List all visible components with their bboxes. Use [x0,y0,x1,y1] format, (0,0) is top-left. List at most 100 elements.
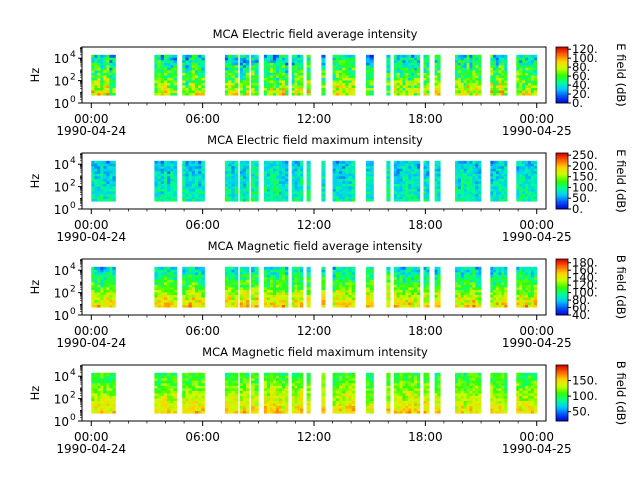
spectrogram-cell [501,290,504,293]
spectrogram-cell [352,282,356,285]
spectrogram-cell [246,277,249,280]
spectrogram-cell [464,173,467,176]
spectrogram-cell [366,171,370,174]
spectrogram-cell [496,60,499,63]
spectrogram-cell [91,385,94,388]
spectrogram-cell [437,302,440,305]
spectrogram-cell [336,78,340,81]
spectrogram-cell [292,295,295,298]
spectrogram-cell [339,55,343,58]
spectrogram-cell [228,176,232,179]
spectrogram-cell [426,55,429,58]
spectrogram-cell [467,300,470,303]
spectrogram-cell [516,282,519,285]
spectrogram-cell [534,186,537,189]
spectrogram-cell [255,297,259,300]
spectrogram-cell [437,57,440,60]
spectrogram-cell [455,72,458,75]
spectrogram-cell [493,80,496,83]
spectrogram-cell [154,390,158,393]
spectrogram-cell [264,93,267,96]
spectrogram-cell [103,65,106,68]
spectrogram-cell [386,67,390,70]
spectrogram-cell [400,65,403,68]
spectrogram-cell [192,166,196,169]
spectrogram-cell [97,93,100,96]
spectrogram-cell [458,194,461,197]
spectrogram-cell [493,284,496,287]
spectrogram-cell [339,90,343,93]
spectrogram-cell [339,65,343,68]
spectrogram-cell [339,191,343,194]
spectrogram-cell [182,287,186,290]
spectrogram-cell [402,65,405,68]
spectrogram-cell [402,80,405,83]
spectrogram-cell [531,171,534,174]
spectrogram-cell [467,178,470,181]
spectrogram-cell [435,277,438,280]
spectrogram-cell [201,60,205,63]
spectrogram-cell [282,272,285,275]
spectrogram-cell [243,93,246,96]
spectrogram-cell [461,83,464,86]
spectrogram-cell [424,274,427,277]
spectrogram-cell [437,90,440,93]
spectrogram-cell [158,401,162,404]
spectrogram-cell [173,378,177,381]
spectrogram-cell [270,184,273,187]
spectrogram-cell [461,290,464,293]
spectrogram-cell [501,57,504,60]
spectrogram-cell [235,184,239,187]
spectrogram-cell [534,290,537,293]
spectrogram-cell [94,93,97,96]
spectrogram-cell [173,191,177,194]
spectrogram-cell [534,184,537,187]
spectrogram-cell [490,290,493,293]
spectrogram-cell [516,184,519,187]
spectrogram-cell [519,70,522,73]
spectrogram-cell [493,295,496,298]
spectrogram-cell [504,78,507,81]
spectrogram-cell [201,191,205,194]
spectrogram-cell [528,189,531,192]
spectrogram-cell [267,178,270,181]
spectrogram-cell [243,277,246,280]
spectrogram-cell [528,163,531,166]
spectrogram-cell [458,75,461,78]
spectrogram-cell [270,189,273,192]
spectrogram-cell [472,199,475,202]
spectrogram-cell [154,186,158,189]
spectrogram-cell [255,191,259,194]
spectrogram-cell [345,292,349,295]
spectrogram-cell [195,272,199,275]
spectrogram-cell [345,72,349,75]
spectrogram-cell [264,163,267,166]
spectrogram-cell [414,282,417,285]
spectrogram-cell [106,60,109,63]
spectrogram-cell [472,85,475,88]
spectrogram-cell [478,274,481,277]
spectrogram-cell [411,60,414,63]
spectrogram-cell [516,70,519,73]
spectrogram-cell [300,279,303,282]
spectrogram-cell [493,181,496,184]
spectrogram-cell [504,295,507,298]
spectrogram-cell [408,277,411,280]
spectrogram-cell [366,163,370,166]
spectrogram-cell [279,178,282,181]
spectrogram-cell [345,196,349,199]
spectrogram-cell [370,57,374,60]
spectrogram-cell [170,65,174,68]
spectrogram-cell [228,78,232,81]
spectrogram-cell [97,90,100,93]
spectrogram-cell [435,302,438,305]
spectrogram-cell [336,168,340,171]
spectrogram-cell [185,67,189,70]
spectrogram-cell [397,173,400,176]
spectrogram-cell [158,272,162,275]
spectrogram-cell [370,85,374,88]
spectrogram-cell [97,184,100,187]
spectrogram-cell [504,272,507,275]
y-tick-exponent: 4 [70,156,76,166]
spectrogram-cell [112,408,115,411]
